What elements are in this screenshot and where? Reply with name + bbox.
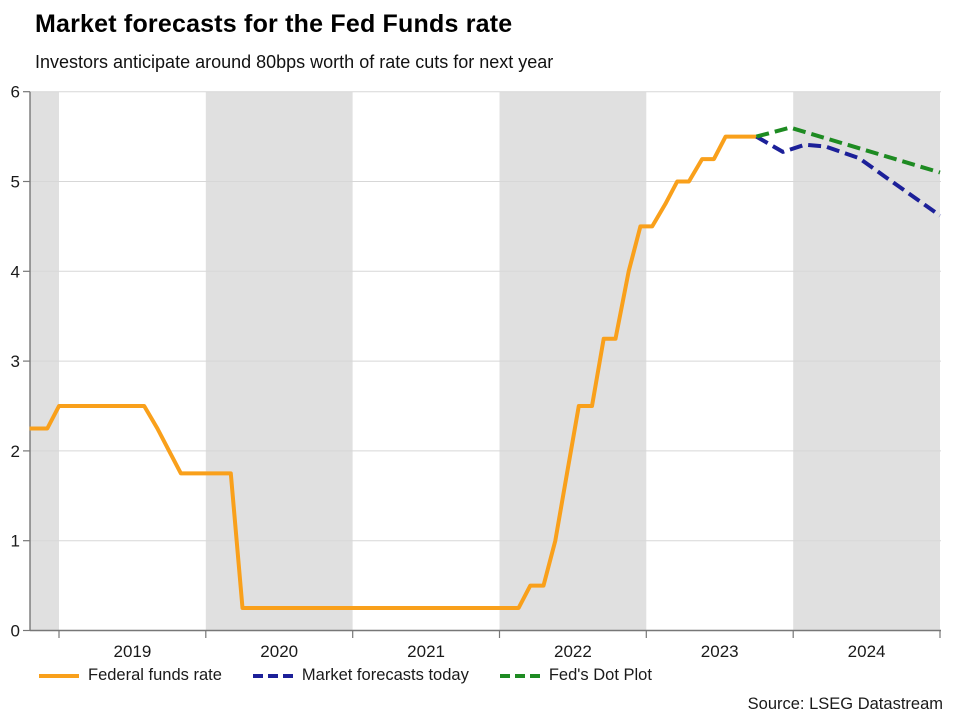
x-tick-label: 2023 [701, 642, 739, 661]
chart-legend: Federal funds rate Market forecasts toda… [38, 666, 652, 685]
y-tick-label: 5 [11, 173, 20, 192]
legend-item-feds-dot-plot: Fed's Dot Plot [499, 666, 652, 685]
x-tick-label: 2022 [554, 642, 592, 661]
legend-swatch-federal-funds-rate [39, 673, 79, 678]
y-tick-label: 6 [11, 83, 20, 102]
chart-subtitle: Investors anticipate around 80bps worth … [35, 52, 554, 72]
y-tick-label: 0 [11, 622, 20, 641]
legend-label-federal-funds-rate: Federal funds rate [88, 666, 222, 684]
x-tick-label: 2021 [407, 642, 445, 661]
legend-item-market-forecasts-today: Market forecasts today [252, 666, 469, 685]
y-tick-label: 1 [11, 532, 20, 551]
legend-label-feds-dot-plot: Fed's Dot Plot [548, 666, 652, 684]
series-market-forecasts-today [755, 134, 942, 218]
x-tick-label: 2024 [848, 642, 886, 661]
legend-swatch-market-forecasts-today [252, 673, 293, 678]
y-tick-label: 3 [11, 352, 20, 371]
x-tick-label: 2019 [113, 642, 151, 661]
legend-item-federal-funds-rate: Federal funds rate [38, 666, 222, 685]
series-fed-s-dot-plot [755, 125, 941, 175]
source-attribution: Source: LSEG Datastream [747, 695, 943, 713]
legend-swatch-feds-dot-plot [499, 673, 540, 678]
y-tick-label: 2 [11, 442, 20, 461]
chart-title: Market forecasts for the Fed Funds rate [35, 10, 513, 38]
legend-label-market-forecasts-today: Market forecasts today [301, 666, 469, 684]
series-federal-funds-rate [29, 134, 757, 610]
x-tick-label: 2020 [260, 642, 298, 661]
y-tick-label: 4 [11, 262, 20, 281]
